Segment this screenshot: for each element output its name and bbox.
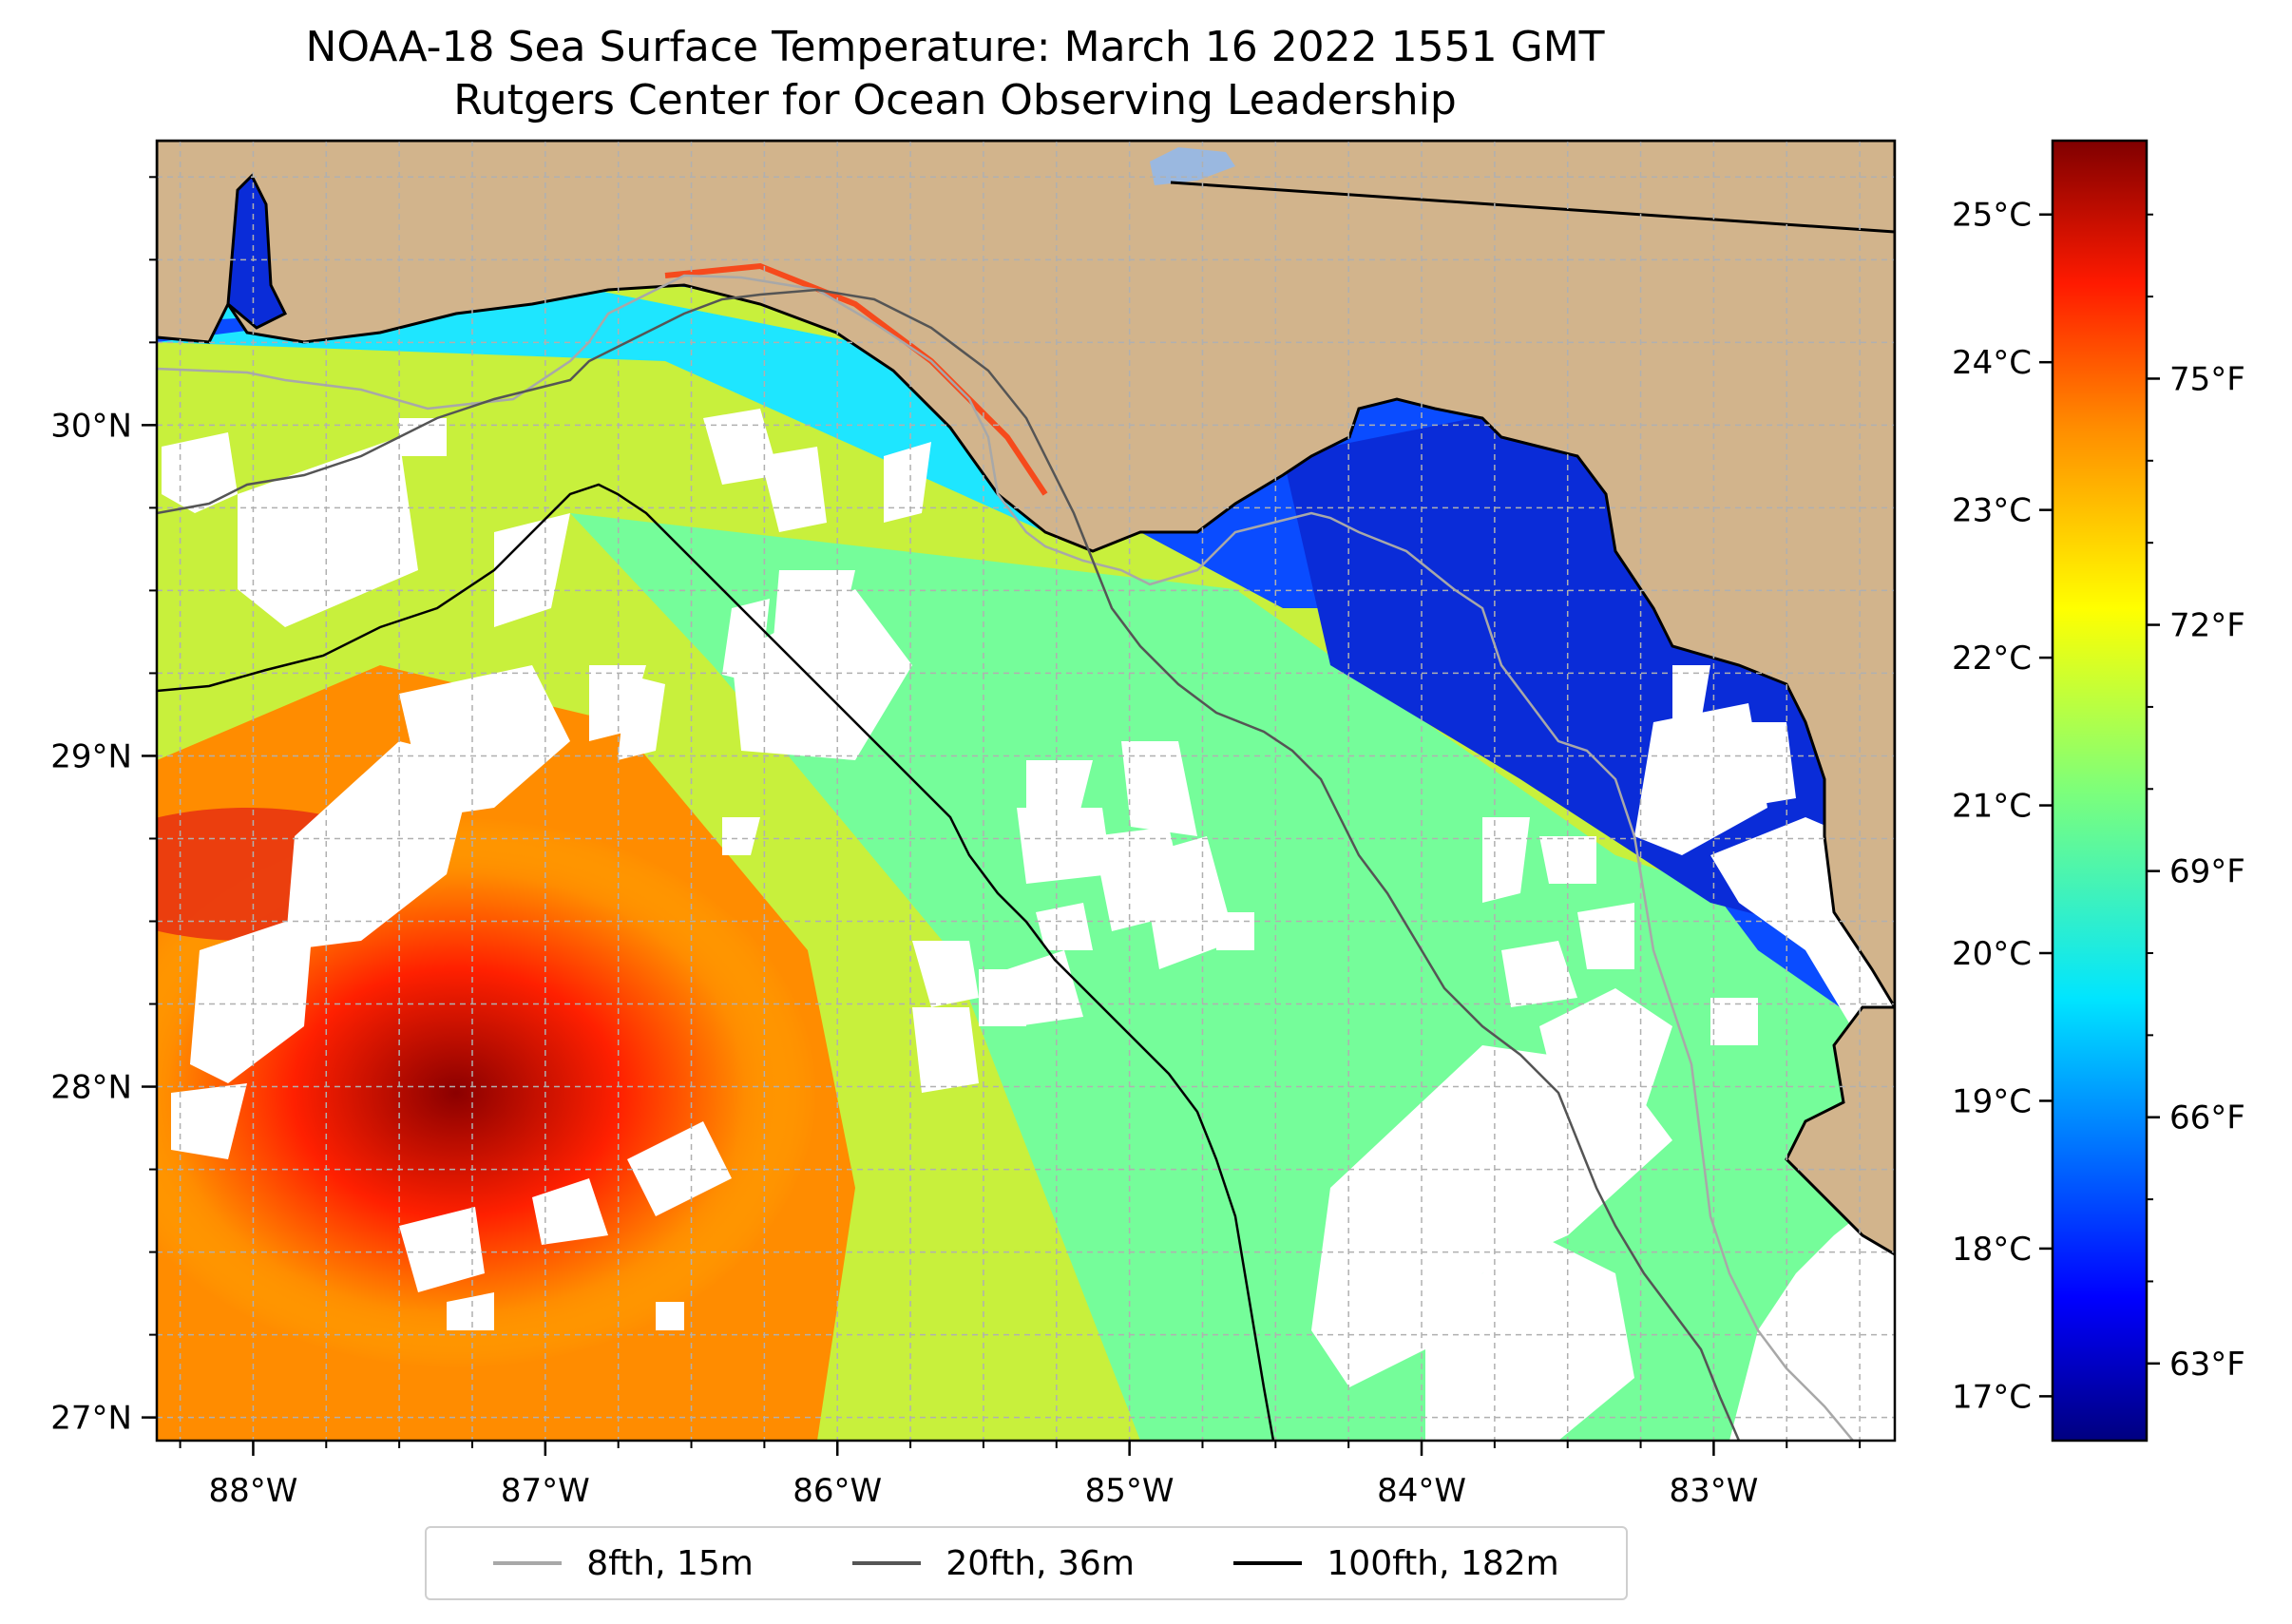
map-frame	[155, 139, 1897, 1442]
isobath-20fth-36m	[157, 288, 1741, 1441]
latitude-axis: 27°N 28°N 29°N 30°N	[50, 176, 157, 1438]
lat-tick-label: 29°N	[50, 737, 132, 775]
celsius-tick-label: 22°C	[1952, 640, 2032, 678]
legend-item-100fth: 100fth, 182m	[1233, 1543, 1559, 1583]
celsius-tick-label: 19°C	[1952, 1082, 2032, 1120]
lon-tick-label: 85°W	[1085, 1472, 1175, 1510]
lon-tick-label: 84°W	[1377, 1472, 1466, 1510]
isobath-8fth-15m	[157, 274, 1854, 1441]
celsius-tick-label: 20°C	[1952, 935, 2032, 973]
fahrenheit-tick-label: 66°F	[2169, 1099, 2245, 1137]
legend-swatch-8fth	[493, 1561, 563, 1565]
chart-title-line2: Rutgers Center for Ocean Observing Leade…	[453, 76, 1457, 124]
isobath-legend: 8fth, 15m 20fth, 36m 100fth, 182m	[425, 1526, 1628, 1600]
land-tampa	[1785, 1005, 1895, 1256]
lat-tick-label: 28°N	[50, 1069, 132, 1107]
colorbar-fahrenheit-axis: 63°F 66°F 69°F 72°F 75°F	[2147, 213, 2245, 1384]
legend-item-8fth: 8fth, 15m	[493, 1544, 754, 1583]
lon-tick-label: 88°W	[208, 1472, 297, 1510]
longitude-axis: 88°W 87°W 86°W 85°W 84°W 83°W	[179, 1441, 1862, 1510]
state-border	[1170, 181, 1895, 234]
colorbar	[2051, 139, 2149, 1442]
lon-tick-label: 86°W	[793, 1472, 882, 1510]
celsius-tick-label: 21°C	[1952, 788, 2032, 826]
celsius-tick-label: 18°C	[1952, 1231, 2032, 1269]
lat-tick-label: 30°N	[50, 407, 132, 445]
land-mass	[157, 141, 1895, 1010]
lon-tick-label: 87°W	[501, 1472, 590, 1510]
isobath-100fth-182m	[157, 483, 1275, 1441]
coastal-warm-fringe	[664, 262, 1048, 496]
fahrenheit-tick-label: 69°F	[2169, 853, 2245, 891]
legend-swatch-20fth	[852, 1561, 922, 1565]
colorbar-celsius-axis: 17°C 18°C 19°C 20°C 21°C 22°C 23°C 24°C 25°C	[1952, 197, 2053, 1416]
map-area	[157, 141, 1895, 1441]
celsius-tick-label: 25°C	[1952, 197, 2032, 235]
sst-warm-core	[157, 817, 817, 1368]
chart-title-line1: NOAA-18 Sea Surface Temperature: March 1…	[305, 23, 1605, 71]
celsius-tick-label: 17°C	[1952, 1378, 2032, 1416]
celsius-tick-label: 24°C	[1952, 344, 2032, 382]
map-gridlines	[157, 141, 1895, 1441]
fahrenheit-tick-label: 63°F	[2169, 1346, 2245, 1384]
inland-lake	[1150, 147, 1235, 185]
celsius-tick-label: 23°C	[1952, 492, 2032, 530]
legend-swatch-100fth	[1233, 1561, 1303, 1565]
mobile-bay	[226, 173, 288, 330]
fahrenheit-tick-label: 72°F	[2169, 607, 2245, 645]
lon-tick-label: 83°W	[1669, 1472, 1758, 1510]
legend-item-20fth: 20fth, 36m	[852, 1544, 1135, 1583]
lat-tick-label: 27°N	[50, 1400, 132, 1438]
legend-label-8fth: 8fth, 15m	[586, 1543, 754, 1583]
fahrenheit-tick-label: 75°F	[2169, 360, 2245, 398]
legend-label-100fth: 100fth, 182m	[1327, 1543, 1559, 1583]
legend-label-20fth: 20fth, 36m	[945, 1543, 1135, 1583]
